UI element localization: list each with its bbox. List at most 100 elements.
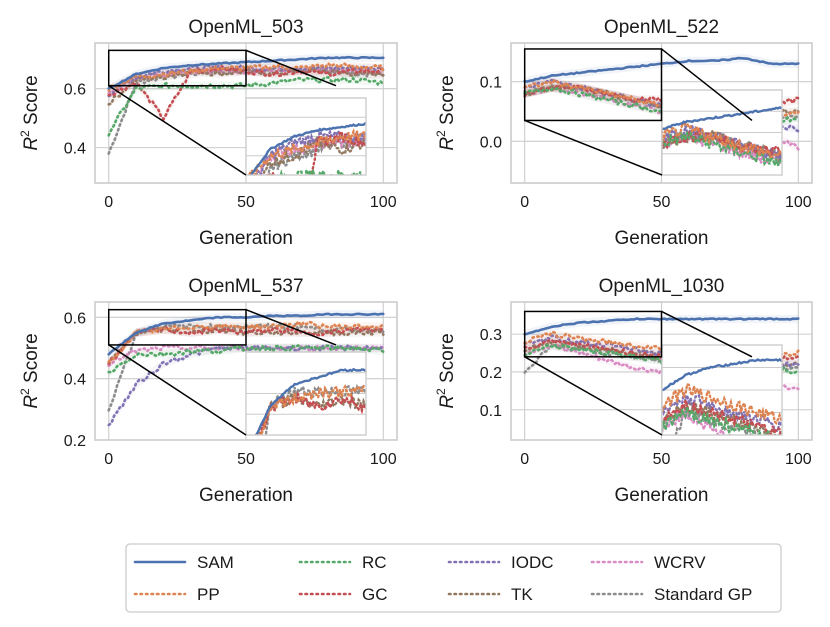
zoom-box (107, 308, 247, 346)
inset-plot (662, 358, 782, 435)
y-label-sup: 2 (434, 130, 448, 137)
panel-title: OpenML_1030 (599, 276, 725, 297)
panel-title: OpenML_503 (188, 17, 303, 38)
y-label-r: R (437, 137, 458, 151)
y-label-r: R (21, 395, 42, 409)
x-axis-label: Generation (614, 228, 708, 249)
y-tick-label: 0.4 (64, 141, 86, 158)
y-label-sup: 2 (18, 130, 32, 137)
x-tick-label: 100 (370, 451, 397, 468)
legend-label-RC: RC (362, 553, 387, 572)
y-label-r: R (21, 137, 42, 151)
inset-series-WCRV (320, 431, 346, 435)
y-label-rest: Score (21, 333, 42, 388)
zoom-box (523, 48, 663, 122)
x-tick-label: 0 (520, 451, 529, 468)
band-GC (108, 63, 384, 123)
inset-series-PP (247, 127, 366, 175)
y-tick-label: 0.6 (64, 310, 86, 327)
x-tick-label: 50 (653, 451, 671, 468)
zoom-connector-lower (108, 344, 247, 436)
x-axis-label: Generation (199, 228, 293, 249)
panel-frame (510, 301, 813, 441)
legend-label-PP: PP (197, 585, 220, 604)
y-label-r: R (437, 395, 458, 409)
inset-series-RC (662, 130, 782, 170)
x-tick-label: 0 (104, 451, 113, 468)
band-WCRV (524, 83, 799, 152)
y-tick-label: 0.2 (480, 365, 502, 382)
inset-plot (246, 116, 366, 175)
inset-series-SAM (249, 122, 366, 175)
panel-OpenML_503: OpenML_503 0 50 100 0.4 0.6 Generation R2 Score (18, 17, 398, 249)
series-PP (107, 61, 385, 92)
band-SAM (524, 53, 799, 86)
x-tick-label: 0 (104, 194, 113, 211)
inset-frame (245, 97, 367, 176)
y-tick-label: 0.3 (480, 327, 502, 344)
x-tick-label: 100 (785, 194, 812, 211)
inset-series-WCRV (662, 407, 732, 435)
inset-frame (661, 89, 783, 176)
zoom-connector-upper (245, 308, 337, 346)
inset-plot (246, 367, 366, 435)
y-label-rest: Score (437, 333, 458, 388)
y-axis-label: R2 Score (434, 75, 458, 150)
y-axis-label: R2 Score (434, 333, 458, 408)
panel-OpenML_1030: OpenML_1030 0 50 100 0.1 0.2 0.3 Generation R2 S… (434, 276, 813, 506)
zoom-connector-lower (524, 119, 663, 176)
inset-series-GC (259, 130, 366, 175)
inset-frame (245, 351, 367, 436)
zoom-connector-upper (661, 48, 753, 122)
y-tick-label: 0.6 (64, 82, 86, 99)
legend-label-WCRV: WCRV (654, 553, 706, 572)
zoom-box (523, 310, 663, 358)
band-PP (108, 60, 384, 93)
series-RC (107, 343, 385, 374)
legend-frame (125, 543, 782, 613)
zoom-connector-lower (524, 356, 663, 436)
x-tick-label: 100 (370, 194, 397, 211)
panel-OpenML_537: OpenML_537 0 50 100 0.2 0.4 0.6 Generation R2 Sc… (18, 276, 398, 506)
y-tick-label: 0.4 (64, 372, 86, 389)
inset-series-RC (662, 404, 771, 435)
panel-title: OpenML_537 (188, 276, 303, 297)
inset-series-SAM (662, 358, 782, 392)
x-axis-label: Generation (614, 485, 708, 506)
legend-label-GC: GC (362, 585, 388, 604)
zoom-box (107, 49, 247, 87)
x-tick-label: 50 (653, 194, 671, 211)
legend-label-TK: TK (511, 585, 533, 604)
panel-OpenML_522: OpenML_522 0 50 100 0.0 0.1 Generation R2 Score (434, 17, 813, 249)
x-tick-label: 0 (520, 194, 529, 211)
inset-series-TK (262, 135, 366, 175)
y-axis-label: R2 Score (18, 333, 42, 408)
inset-series-RC (272, 165, 366, 175)
inset-series-PP (662, 121, 782, 158)
legend-label-IODC: IODC (511, 553, 554, 572)
panel-title: OpenML_522 (604, 17, 719, 38)
panel-frame (510, 42, 813, 184)
y-label-rest: Score (21, 75, 42, 130)
x-tick-label: 100 (785, 451, 812, 468)
legend-label-SAM: SAM (197, 553, 234, 572)
y-label-rest: Score (437, 75, 458, 130)
inset-frame (661, 344, 783, 436)
inset-series-Standard GP (264, 382, 366, 435)
x-axis-label: Generation (199, 485, 293, 506)
y-label-sup: 2 (434, 388, 448, 395)
inset-series-SAM (254, 367, 366, 435)
band-TK (108, 66, 384, 108)
legend-label-Standard GP: Standard GP (654, 585, 752, 604)
y-tick-label: 0.1 (480, 403, 502, 420)
inset-plot (662, 106, 782, 170)
inset-series-SAM (662, 106, 782, 131)
x-tick-label: 50 (237, 451, 255, 468)
band-SAM (108, 53, 384, 93)
y-label-sup: 2 (18, 388, 32, 395)
x-tick-label: 50 (237, 194, 255, 211)
y-tick-label: 0.1 (480, 75, 502, 92)
legend: SAM PP RC GC IODC TK WCRV Standard GP (125, 543, 782, 613)
inset-series-PP (662, 382, 782, 425)
